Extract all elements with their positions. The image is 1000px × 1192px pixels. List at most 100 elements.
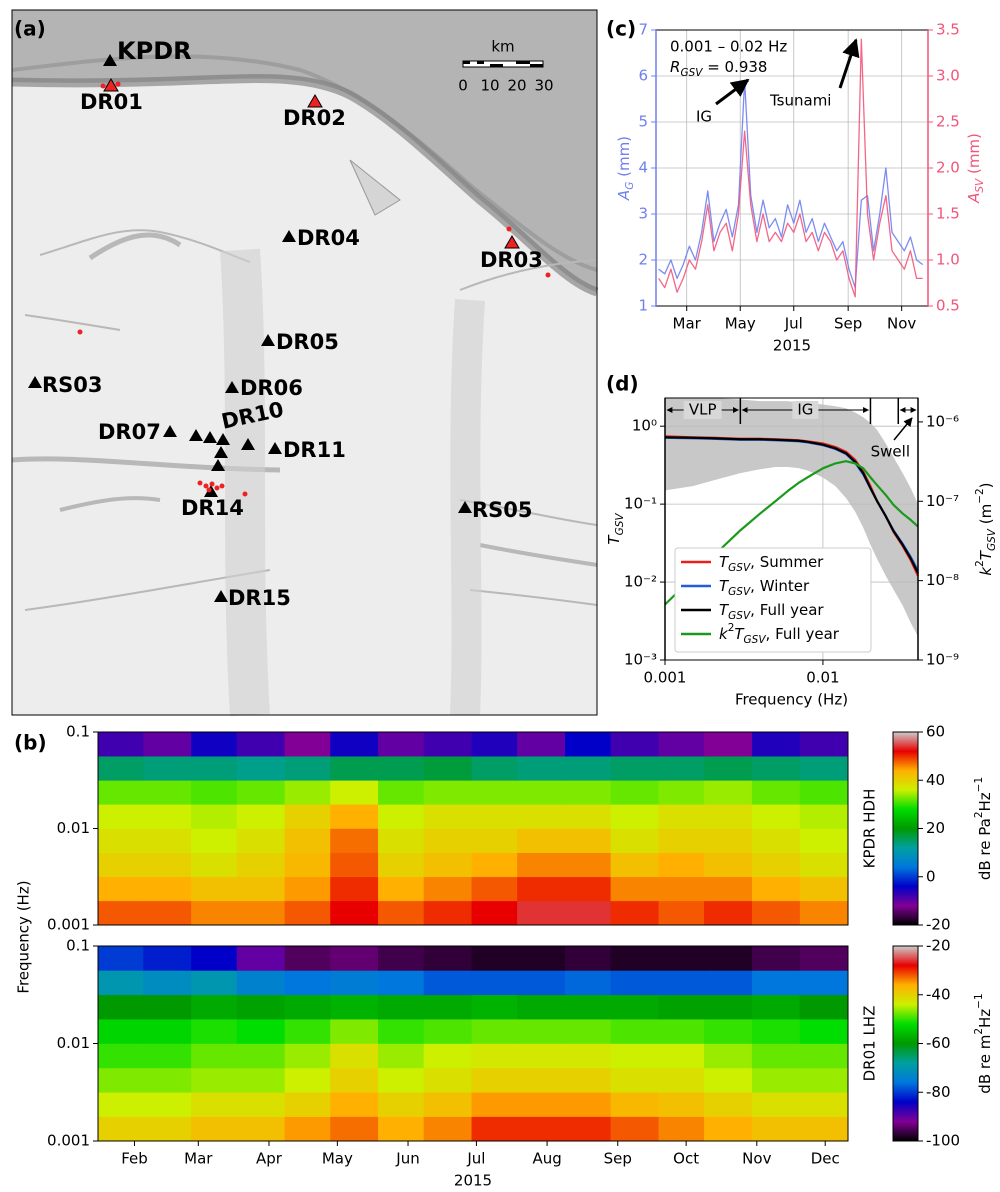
heat-cell [471,970,518,996]
heat-cell [143,900,192,926]
heat-cell [284,731,331,757]
heat-cell [236,731,286,757]
heat-cell [236,970,286,996]
heat-cell [658,731,705,757]
heat-cell [143,1091,192,1117]
legend-label-part: T [734,625,745,643]
heat-cell [610,731,660,757]
heat-cell [378,755,425,781]
station-label: DR03 [480,248,543,272]
heat-cell [423,1116,473,1142]
station-marker [282,230,296,242]
heat-cell [330,852,379,878]
heat-cell [284,1116,331,1142]
heat-cell [330,1018,379,1044]
y-tick-label: 3 [638,205,648,223]
y-tick-label: 0.1 [66,723,90,741]
region-label: IG [797,401,813,419]
legend-label-part: GSV [744,634,767,646]
heat-cell [517,779,566,805]
heat-cell [517,994,566,1020]
heat-cell [799,876,849,902]
y-tick-label: 0.001 [47,916,90,934]
legend-label: TGSV, Winter [719,577,810,599]
y2-tick-label: 10⁻⁸ [926,571,959,589]
station-label: DR11 [283,438,346,462]
heat-cell [143,779,192,805]
heat-cell [517,828,566,853]
y-tick-label: 4 [638,159,648,177]
heat-cell [471,852,518,878]
heat-cell [799,779,849,805]
heat-cell [565,900,612,926]
station-marker [103,78,119,92]
heat-cell [423,1043,473,1069]
y-tick-label: 0.01 [57,819,90,837]
event-dot [197,480,203,486]
heat-cell [191,970,238,996]
heat-cell [751,1043,801,1069]
heat-cell [97,1067,144,1093]
heat-cell [471,1116,518,1142]
legend-label-part: T [719,601,730,619]
heat-cell [704,945,753,971]
crack [88,232,182,261]
colorbar-title-part: dB re m [976,1035,994,1094]
y2-axis-title: k2TGSV (m−2) [974,482,998,575]
heat-cell [143,1116,192,1142]
annotation-arrow [838,38,860,89]
event-dots [77,81,551,497]
y-tick-label: 0.001 [47,1132,90,1150]
heat-cell [423,900,473,926]
heat-cell [517,900,566,926]
heat-cell [799,1116,849,1142]
legend [674,547,872,653]
ridge [11,54,598,272]
heat-cell [191,1116,238,1142]
heat-cell [799,804,849,829]
cracks [11,229,598,717]
heat-cell [704,994,753,1020]
heat-cell [423,779,473,805]
heat-cell [658,1067,705,1093]
station-marker [504,235,520,249]
heat-cell [236,1091,286,1117]
x-tick-label: 0.01 [806,669,839,687]
colorbar-title-part: Hz [976,1009,994,1028]
heat-cell [704,1043,753,1069]
annotation-part: R [670,58,680,76]
heat-cell [378,1043,425,1069]
y2-tick-label: 10⁻⁹ [926,651,959,669]
y2-axis-title-part: A [965,193,983,204]
heat-cell [378,900,425,926]
heat-cell [284,1091,331,1117]
region-label: Swell [871,443,910,461]
station-label: KPDR [117,37,192,65]
flowband [450,299,485,716]
event-dot [506,226,512,232]
series-line [658,38,923,298]
y2-tick-label: 0.5 [936,297,960,315]
legend-label-part: GSV [728,562,751,574]
y-axis-title-part: (mm) [615,136,633,182]
x-tick-label: Oct [673,1150,699,1168]
heat-cell [799,1043,849,1069]
heat-cell [471,779,518,805]
event-dot [203,483,209,489]
heat-cell [610,852,660,878]
heat-cell [658,1116,705,1142]
heat-cell [658,804,705,829]
heat-cell [565,1116,612,1142]
heat-cell [97,1091,144,1117]
heat-cell [517,876,566,902]
heat-cell [471,828,518,853]
colorbar-title-part: dB re Pa [976,818,994,880]
heat-cell [517,755,566,781]
heat-cell [565,1043,612,1069]
heat-cell [423,755,473,781]
colorbar [892,731,919,926]
y-tick-label: 5 [638,113,648,131]
event-dot [242,491,248,497]
y2-axis-title-part: k [977,566,995,576]
heat-cell [565,1018,612,1044]
